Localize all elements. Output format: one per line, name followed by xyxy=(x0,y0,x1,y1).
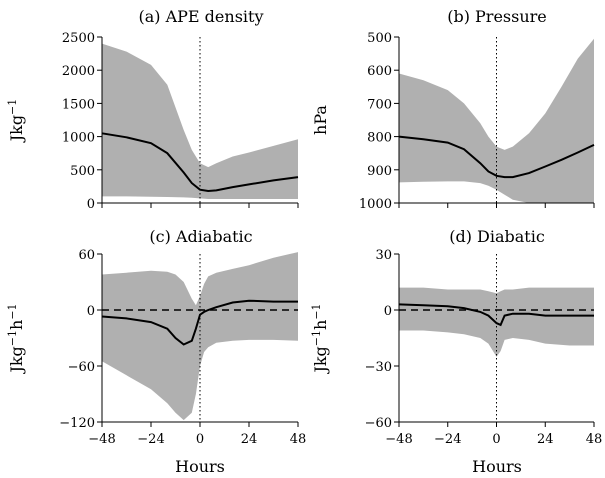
x-tick-label: 48 xyxy=(290,432,307,447)
y-axis-label-sup: −1 xyxy=(310,303,323,319)
y-axis-label-text: Jkg xyxy=(7,115,26,143)
y-axis-label-text: Jkg xyxy=(7,346,26,374)
x-tick-label: 0 xyxy=(492,432,500,447)
y-axis-label-text: hPa xyxy=(311,105,330,135)
y-tick-label: 600 xyxy=(367,64,392,79)
y-tick-label: −120 xyxy=(59,416,95,431)
panel-pressure: (b) Pressure 500 600 700 800 900 1000 hPa xyxy=(311,7,595,212)
x-tick-label: −24 xyxy=(434,432,461,447)
median-line xyxy=(101,132,299,193)
panel-title: (c) Adiabatic xyxy=(149,227,252,246)
y-axis-label-sup: −1 xyxy=(310,330,323,346)
y-tick-label: 900 xyxy=(367,164,392,179)
y-tick-label: 500 xyxy=(367,31,392,46)
y-tick-label: 700 xyxy=(367,97,392,112)
y-tick-label: −60 xyxy=(365,416,392,431)
x-tick-label: 48 xyxy=(586,432,603,447)
y-axis-label-sup: −1 xyxy=(6,99,19,115)
median-line xyxy=(398,135,595,179)
y-axis-label-text: Jkg xyxy=(311,346,330,374)
y-tick-label: 0 xyxy=(87,197,95,212)
y-tick-label: 800 xyxy=(367,131,392,146)
y-axis-label-sup: −1 xyxy=(6,303,19,319)
x-axis-label: Hours xyxy=(175,457,225,476)
y-tick-label: 30 xyxy=(375,248,392,263)
y-axis-label: Jkg−1 xyxy=(6,99,26,144)
panel-title: (b) Pressure xyxy=(447,7,547,26)
y-axis-label: Jkg−1h−1 xyxy=(6,303,26,374)
panel-adiabatic: (c) Adiabatic Hours −120 −60 0 60 −48 −24 0 24 4… xyxy=(6,227,306,476)
x-tick-label: 24 xyxy=(241,432,258,447)
y-axis-label: Jkg−1h−1 xyxy=(310,303,330,374)
x-tick-label: 0 xyxy=(196,432,204,447)
panel-ape-density: (a) APE density 0 500 1000 1500 2000 2500 Jkg−… xyxy=(6,7,299,212)
y-tick-label: 1500 xyxy=(62,97,95,112)
panel-title: (a) APE density xyxy=(138,7,263,26)
panel-diabatic: (d) Diabatic Hours −60 −30 0 30 −48 −24 0 24 48 J… xyxy=(310,227,602,476)
spread-band xyxy=(102,43,298,199)
y-tick-label: 2500 xyxy=(62,31,95,46)
median-line xyxy=(398,303,594,327)
y-tick-label: 60 xyxy=(78,248,95,263)
spread-band xyxy=(399,38,594,204)
y-tick-label: 2000 xyxy=(62,64,95,79)
y-tick-label: 500 xyxy=(70,164,95,179)
x-tick-label: −48 xyxy=(88,432,115,447)
y-tick-label: 0 xyxy=(384,304,392,319)
spread-band xyxy=(102,252,298,421)
y-tick-label: −60 xyxy=(68,360,95,375)
y-tick-label: 1000 xyxy=(62,131,95,146)
y-axis-label: hPa xyxy=(311,105,330,135)
y-tick-label: 0 xyxy=(87,304,95,319)
y-tick-label: 1000 xyxy=(359,197,392,212)
y-axis-label-sup: −1 xyxy=(6,330,19,346)
x-axis-label: Hours xyxy=(472,457,522,476)
panel-title: (d) Diabatic xyxy=(449,227,545,246)
x-tick-label: −24 xyxy=(137,432,164,447)
y-tick-label: −30 xyxy=(365,360,392,375)
median-line xyxy=(101,299,298,346)
x-tick-label: 24 xyxy=(537,432,554,447)
y-axis-label-text: h xyxy=(7,320,26,330)
x-tick-label: −48 xyxy=(385,432,412,447)
y-axis-label-text: h xyxy=(311,320,330,330)
